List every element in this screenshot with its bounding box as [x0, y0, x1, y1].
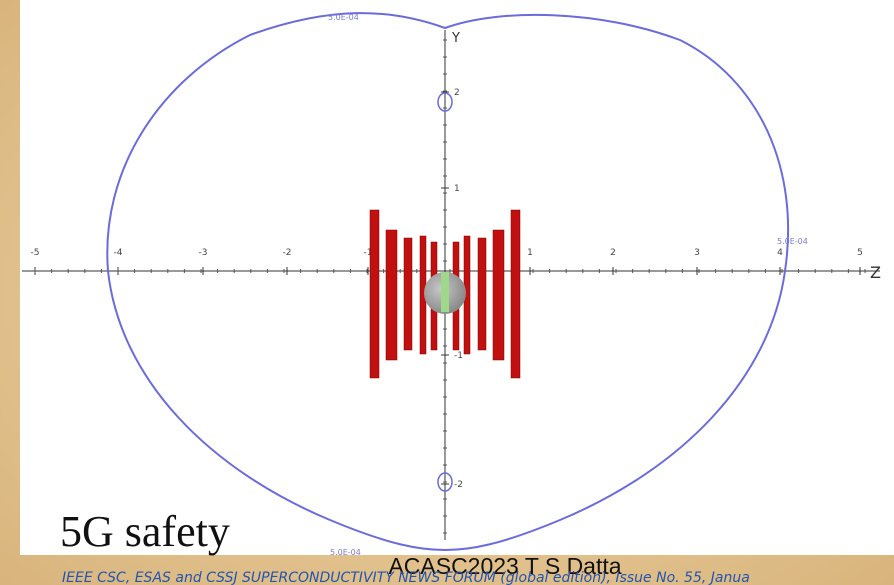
z-tick-label: -2 [283, 248, 292, 258]
z-tick-label: 2 [610, 248, 616, 258]
z-tick-label: -4 [114, 248, 123, 258]
axis-label: Y [451, 31, 460, 46]
page: -5-4-3-2-11234521-1-2 5.0E-04 5.0E-04 5.… [0, 0, 894, 585]
slide-title: 5G safety [60, 507, 230, 556]
axis-label: Z [870, 263, 881, 282]
slide: -5-4-3-2-11234521-1-2 5.0E-04 5.0E-04 5.… [0, 0, 894, 585]
bore [441, 272, 449, 312]
contour-label: 5.0E-04 [328, 13, 359, 22]
y-tick-label: 1 [454, 184, 460, 194]
y-tick-label: 2 [454, 88, 460, 98]
z-tick-label: -3 [199, 248, 208, 258]
contour-label: 5.0E-04 [777, 237, 808, 246]
y-tick-label: -1 [454, 351, 463, 361]
contour-label: 5.0E-04 [330, 548, 361, 557]
z-tick-label: 5 [857, 248, 863, 258]
z-tick-label: 1 [527, 248, 533, 258]
z-tick-label: -5 [31, 248, 40, 258]
z-tick-label: 3 [694, 248, 700, 258]
y-tick-label: -2 [454, 480, 463, 490]
citation: IEEE CSC, ESAS and CSSJ SUPERCONDUCTIVIT… [62, 570, 750, 585]
z-tick-label: 4 [777, 248, 783, 258]
